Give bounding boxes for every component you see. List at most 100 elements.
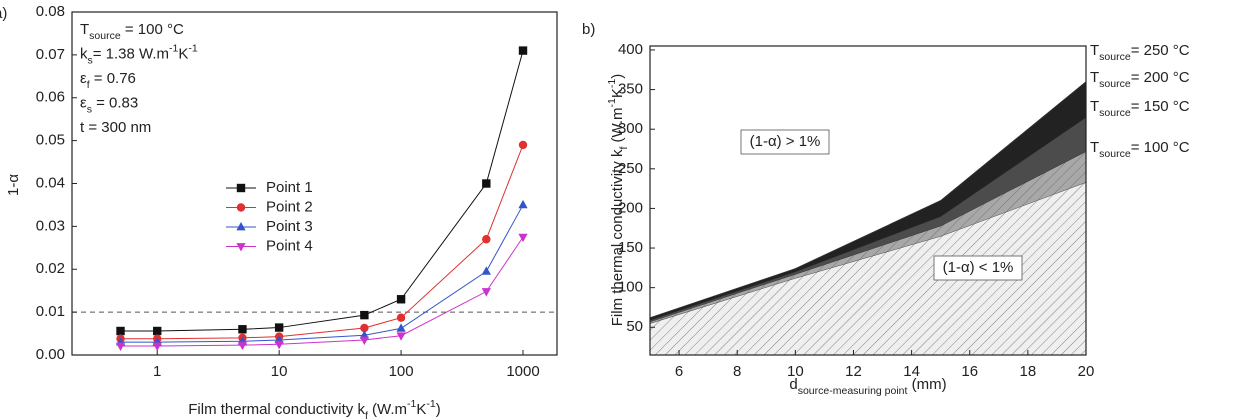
text-part: d xyxy=(789,376,797,393)
text-part: -1 xyxy=(606,79,618,88)
text-part: -1 xyxy=(188,42,197,54)
x-tick-label: 100 xyxy=(389,363,414,380)
x-tick-label: 12 xyxy=(845,363,862,380)
plot-frame xyxy=(649,45,1087,356)
text-part: f xyxy=(365,410,368,420)
marker xyxy=(274,340,284,350)
annotation: εs = 0.83 xyxy=(80,94,138,115)
series-label: Tsource= 250 °C xyxy=(1090,42,1190,63)
text-part: f xyxy=(618,147,630,150)
text-part: (W.m xyxy=(368,401,407,418)
text-part: k xyxy=(80,45,88,62)
text-part: (W.m xyxy=(609,107,626,146)
marker xyxy=(396,295,406,304)
marker xyxy=(396,323,406,332)
text-part: = 200 °C xyxy=(1131,69,1190,86)
x-tick-label: 1000 xyxy=(506,363,539,380)
text-part: source xyxy=(1099,51,1131,63)
series-line xyxy=(120,144,524,340)
marker xyxy=(518,199,528,209)
series-label: Tsource= 150 °C xyxy=(1090,98,1190,119)
annotation-box xyxy=(740,129,830,155)
marker xyxy=(396,332,406,341)
marker xyxy=(360,310,369,320)
series-label: Tsource= 100 °C xyxy=(1090,139,1190,160)
panel-label: a) xyxy=(0,5,7,22)
y-tick-label: 0.01 xyxy=(36,303,65,320)
marker xyxy=(482,235,491,244)
text-part: K xyxy=(609,88,626,98)
text-part: T xyxy=(80,21,89,38)
marker xyxy=(518,46,528,55)
marker xyxy=(481,288,491,297)
x-tick-label: 1 xyxy=(153,363,161,380)
text-part: f xyxy=(87,79,90,91)
x-tick-label: 8 xyxy=(733,363,741,380)
text-part: -1 xyxy=(606,98,618,107)
marker xyxy=(236,203,246,212)
series-line xyxy=(120,236,524,347)
text-part: T xyxy=(1090,98,1099,115)
marker xyxy=(396,313,406,322)
area-hatch xyxy=(650,182,1086,355)
marker xyxy=(359,330,369,339)
y-tick-label: 0.05 xyxy=(36,132,65,149)
panel-label: b) xyxy=(582,21,595,38)
text-part: = 0.83 xyxy=(92,94,138,111)
marker xyxy=(237,341,248,351)
x-axis-label: Film thermal conductivity kf (W.m-1K-1) xyxy=(188,398,441,420)
text-part: = 0.76 xyxy=(90,70,136,87)
text-part: = 100 °C xyxy=(1131,139,1190,156)
x-tick-label: 10 xyxy=(271,363,288,380)
text-part: T xyxy=(1090,69,1099,86)
y-tick-label: 0.08 xyxy=(36,3,65,20)
annotation: εf = 0.76 xyxy=(80,70,136,91)
text-part: ε xyxy=(80,70,87,87)
y-tick-label: 0.03 xyxy=(36,217,65,234)
text-part: T xyxy=(1090,139,1099,156)
y-axis-label: Film thermal conductivity kf (W.m-1K-1) xyxy=(606,74,630,327)
text-part: Film thermal conductivity k xyxy=(188,401,365,418)
y-tick-label: 250 xyxy=(618,160,643,177)
marker xyxy=(359,336,369,346)
marker xyxy=(236,221,246,231)
y-tick-label: 150 xyxy=(618,239,643,256)
legend-label: Point 3 xyxy=(266,218,313,235)
marker xyxy=(518,233,528,243)
x-tick-label: 20 xyxy=(1078,363,1095,380)
marker xyxy=(236,243,246,252)
text-part: = 100 °C xyxy=(121,21,184,38)
marker xyxy=(482,179,491,188)
text-part: (mm) xyxy=(907,376,946,393)
text-part: K xyxy=(416,401,426,418)
area-edge xyxy=(649,81,1087,319)
text-part: -1 xyxy=(407,398,416,410)
text-part: Film thermal conductivity k xyxy=(609,149,626,326)
y-axis-label: 1-α xyxy=(5,174,22,196)
y-tick-label: 400 xyxy=(618,41,643,58)
marker xyxy=(360,323,369,333)
annotation: Tsource = 100 °C xyxy=(80,21,184,42)
annotation-box xyxy=(933,255,1023,281)
annotation: (1-α) < 1% xyxy=(943,259,1014,276)
marker xyxy=(274,323,284,332)
y-tick-label: 0.00 xyxy=(36,346,65,363)
marker xyxy=(238,325,247,334)
marker xyxy=(481,266,491,275)
y-tick-label: 200 xyxy=(618,199,643,216)
text-part: = 250 °C xyxy=(1131,42,1190,59)
marker xyxy=(518,140,528,150)
legend-label: Point 1 xyxy=(266,179,313,196)
x-tick-label: 18 xyxy=(1020,363,1037,380)
y-tick-label: 0.04 xyxy=(36,174,65,191)
text-part: source xyxy=(1099,107,1131,119)
annotation: (1-α) > 1% xyxy=(750,133,821,150)
y-tick-label: 0.02 xyxy=(36,260,65,277)
text-part: = 150 °C xyxy=(1131,98,1190,115)
x-tick-label: 6 xyxy=(675,363,683,380)
y-tick-label: 50 xyxy=(626,318,643,335)
y-tick-label: 0.06 xyxy=(36,89,65,106)
x-tick-label: 16 xyxy=(961,363,978,380)
y-tick-label: 350 xyxy=(618,81,643,98)
text-part: ) xyxy=(436,401,441,418)
